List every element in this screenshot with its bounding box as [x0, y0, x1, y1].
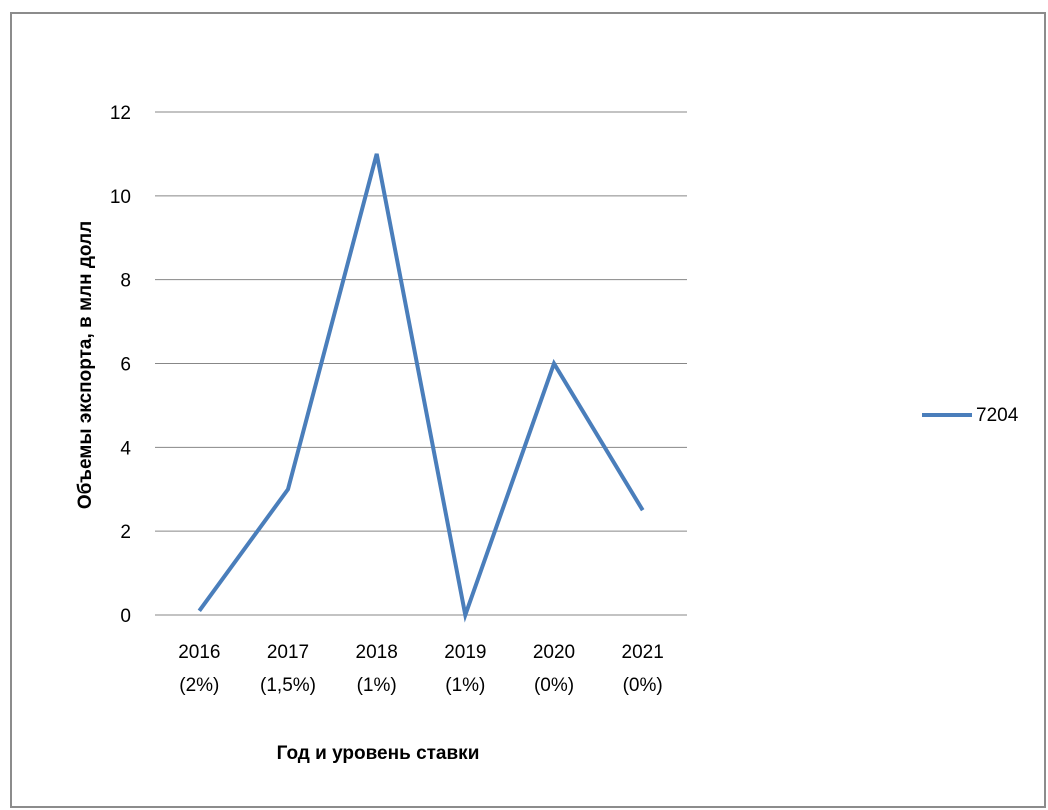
x-tick-label-line: 2020 [533, 642, 575, 663]
x-tick-label-line: 2019 [444, 642, 486, 663]
series-lines [197, 153, 645, 623]
x-tick-label-line: (1%) [445, 675, 485, 696]
y-tick-label: 4 [120, 438, 131, 459]
y-tick-label: 8 [120, 271, 131, 292]
x-tick-label-line: 2017 [267, 642, 309, 663]
series-line-7204 [197, 153, 645, 623]
x-tick-label-line: (0%) [534, 675, 574, 696]
legend: 7204 [922, 405, 1019, 426]
x-tick-label: 2018 (1%) [356, 642, 398, 696]
x-tick-label-line: 2021 [622, 642, 664, 663]
x-axis-tick-labels: 2016 (2%) 2017 (1,5%) 2018 (1%) 2019 (1%) 2020 (0… [178, 642, 664, 696]
x-tick-label: 2020 (0%) [533, 642, 575, 696]
chart-frame [10, 12, 1046, 808]
y-axis-tick-labels: 0 2 4 6 8 10 12 [110, 103, 132, 627]
y-tick-label: 6 [120, 355, 131, 376]
x-tick-label: 2017 (1,5%) [260, 642, 316, 696]
y-tick-label: 12 [110, 103, 131, 124]
x-tick-label: 2019 (1%) [444, 642, 486, 696]
y-tick-label: 2 [120, 522, 131, 543]
x-tick-label: 2016 (2%) [178, 642, 220, 696]
legend-label-7204: 7204 [976, 405, 1019, 426]
x-tick-label-line: (2%) [179, 675, 219, 696]
x-tick-label-line: (1%) [357, 675, 397, 696]
x-tick-label-line: (0%) [623, 675, 663, 696]
y-tick-label: 0 [120, 606, 131, 627]
gridlines [155, 111, 687, 616]
x-tick-label-line: 2016 [178, 642, 220, 663]
x-tick-label-line: 2018 [356, 642, 398, 663]
y-tick-label: 10 [110, 187, 131, 208]
y-axis-title: Объемы экспорта, в млн долл [75, 221, 96, 509]
x-axis-title: Год и уровень ставки [277, 743, 480, 764]
x-tick-label-line: (1,5%) [260, 675, 316, 696]
x-tick-label: 2021 (0%) [622, 642, 664, 696]
